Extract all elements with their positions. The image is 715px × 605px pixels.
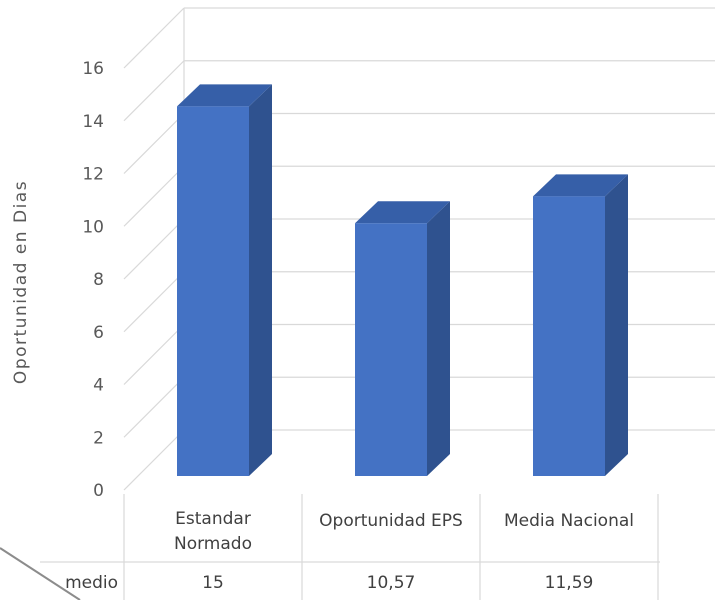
category-label: Oportunidad EPS xyxy=(319,511,463,531)
bars-layer xyxy=(177,84,628,476)
bar-front xyxy=(177,106,249,476)
bar-top xyxy=(177,84,272,107)
y-tick-label: 12 xyxy=(82,165,104,185)
gridline-side xyxy=(123,429,185,491)
y-tick-label: 10 xyxy=(82,217,104,237)
gridline-side xyxy=(123,376,185,438)
gridline-side xyxy=(123,271,185,333)
y-tick-label: 16 xyxy=(82,59,104,79)
y-axis-title: Oportunidad en Dias xyxy=(11,180,31,384)
bar xyxy=(533,174,628,476)
bar-side xyxy=(249,84,272,476)
data-label: 15 xyxy=(202,573,224,593)
bar-front xyxy=(533,196,605,476)
gridline-side xyxy=(123,218,185,280)
category-label: Normado xyxy=(174,534,252,554)
bar-top xyxy=(355,201,450,224)
gridline-side xyxy=(123,113,185,174)
gridline-side xyxy=(123,165,185,227)
y-tick-label: 6 xyxy=(93,323,104,343)
bar-front xyxy=(355,223,427,476)
bar-side xyxy=(427,201,450,476)
page-corner xyxy=(0,552,78,600)
gridline-side xyxy=(123,324,185,385)
category-label: Media Nacional xyxy=(504,511,634,531)
y-tick-label: 0 xyxy=(93,481,104,501)
y-tick-label: 2 xyxy=(93,428,104,448)
y-tick-label: 14 xyxy=(82,112,104,132)
y-tick-label: 8 xyxy=(93,270,104,290)
category-label: Estandar xyxy=(175,509,251,529)
data-table: Estandar Normado 15 Oportunidad EPS 10,57 Med… xyxy=(0,494,660,601)
table-row-label: medio xyxy=(65,573,118,593)
bar-side xyxy=(605,174,628,476)
gridline-side xyxy=(123,60,185,122)
data-label: 11,59 xyxy=(545,573,594,593)
data-label: 10,57 xyxy=(367,573,416,593)
bar xyxy=(355,201,450,476)
bar xyxy=(177,84,272,476)
y-tick-label: 4 xyxy=(93,376,104,396)
gridline-side xyxy=(123,7,185,69)
bar-top xyxy=(533,174,628,197)
page-corner-edge xyxy=(0,547,81,601)
